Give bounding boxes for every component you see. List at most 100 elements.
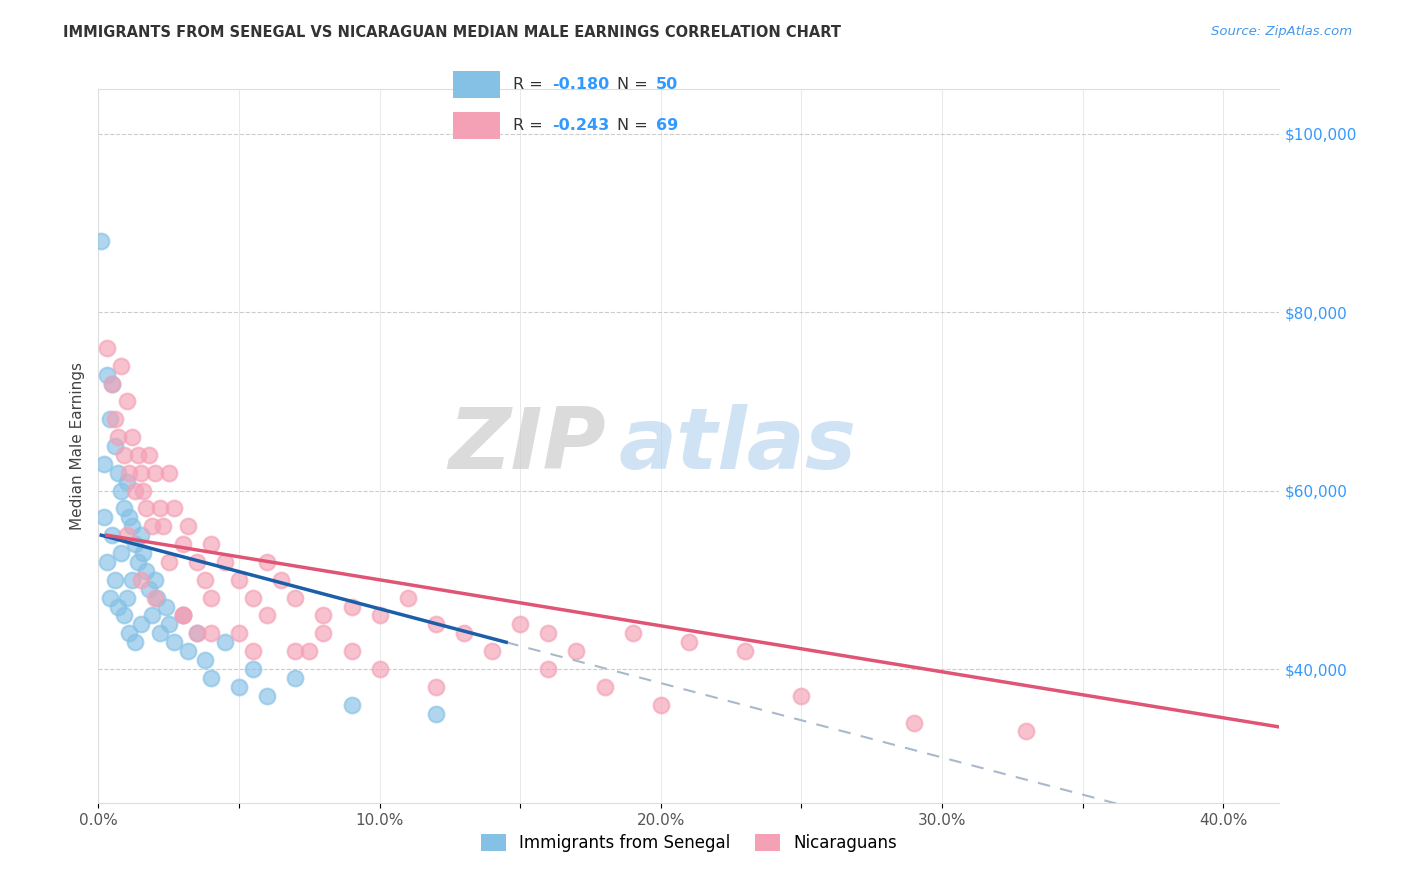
Point (93, 457, 115, 471)
Point (112, 608, 135, 623)
Text: Source: ZipAtlas.com: Source: ZipAtlas.com (1212, 25, 1353, 38)
Point (368, 662, 391, 676)
Point (396, 591, 419, 605)
Point (129, 617, 152, 632)
Point (107, 599, 129, 614)
Point (228, 626, 250, 640)
Point (256, 608, 278, 623)
Point (650, 698, 672, 712)
Point (790, 689, 813, 703)
Point (115, 528, 138, 542)
Point (200, 626, 222, 640)
Point (121, 573, 143, 587)
Point (284, 671, 307, 685)
Point (129, 573, 152, 587)
Point (425, 706, 447, 721)
Point (565, 644, 588, 658)
Point (1015, 724, 1038, 739)
Point (163, 635, 186, 649)
Text: ZIP: ZIP (449, 404, 606, 488)
Point (129, 466, 152, 480)
Point (104, 412, 127, 426)
Point (172, 608, 194, 623)
Point (157, 466, 180, 480)
Point (537, 626, 560, 640)
Point (194, 653, 217, 667)
Point (118, 626, 141, 640)
Text: R =: R = (513, 77, 548, 92)
Point (734, 644, 756, 658)
Point (110, 483, 132, 498)
Point (194, 573, 217, 587)
Text: atlas: atlas (619, 404, 856, 488)
Bar (453, 112, 501, 139)
Point (124, 483, 146, 498)
Point (121, 430, 143, 444)
Point (101, 528, 124, 542)
Text: N =: N = (617, 77, 652, 92)
Point (481, 644, 503, 658)
Point (129, 528, 152, 542)
Point (157, 617, 180, 632)
Point (340, 698, 363, 712)
Point (200, 537, 222, 551)
Point (143, 466, 166, 480)
Point (143, 591, 166, 605)
Point (96, 368, 118, 382)
Text: IMMIGRANTS FROM SENEGAL VS NICARAGUAN MEDIAN MALE EARNINGS CORRELATION CHART: IMMIGRANTS FROM SENEGAL VS NICARAGUAN ME… (63, 25, 841, 40)
Point (453, 626, 475, 640)
Point (172, 608, 194, 623)
Point (157, 555, 180, 569)
Point (163, 501, 186, 516)
Point (537, 662, 560, 676)
Point (200, 671, 222, 685)
Point (132, 483, 155, 498)
Point (509, 617, 531, 632)
Point (425, 617, 447, 632)
Point (135, 564, 157, 578)
Point (149, 626, 172, 640)
Point (200, 591, 222, 605)
Point (96, 555, 118, 569)
Point (98, 591, 121, 605)
Point (127, 555, 149, 569)
Point (118, 510, 141, 524)
Point (228, 680, 250, 694)
Point (298, 644, 321, 658)
Point (172, 608, 194, 623)
Point (242, 644, 264, 658)
Text: N =: N = (617, 118, 652, 133)
Point (228, 573, 250, 587)
Point (132, 546, 155, 560)
Point (242, 591, 264, 605)
Point (107, 430, 129, 444)
Point (110, 359, 132, 373)
Point (141, 608, 163, 623)
Text: 69: 69 (657, 118, 679, 133)
Y-axis label: Median Male Earnings: Median Male Earnings (69, 362, 84, 530)
Point (312, 626, 335, 640)
Point (143, 573, 166, 587)
Bar (453, 71, 501, 98)
Point (127, 448, 149, 462)
Point (593, 680, 616, 694)
Point (93, 510, 115, 524)
Point (90, 234, 112, 248)
Point (101, 376, 124, 391)
Point (155, 599, 177, 614)
Point (107, 466, 129, 480)
Point (101, 376, 124, 391)
Point (256, 689, 278, 703)
Point (284, 644, 307, 658)
Point (256, 555, 278, 569)
Point (186, 626, 208, 640)
Legend: Immigrants from Senegal, Nicaraguans: Immigrants from Senegal, Nicaraguans (474, 827, 904, 859)
Point (214, 635, 236, 649)
Point (340, 599, 363, 614)
Point (425, 680, 447, 694)
Point (115, 475, 138, 489)
Point (104, 439, 127, 453)
Point (121, 519, 143, 533)
Point (214, 555, 236, 569)
Point (118, 466, 141, 480)
